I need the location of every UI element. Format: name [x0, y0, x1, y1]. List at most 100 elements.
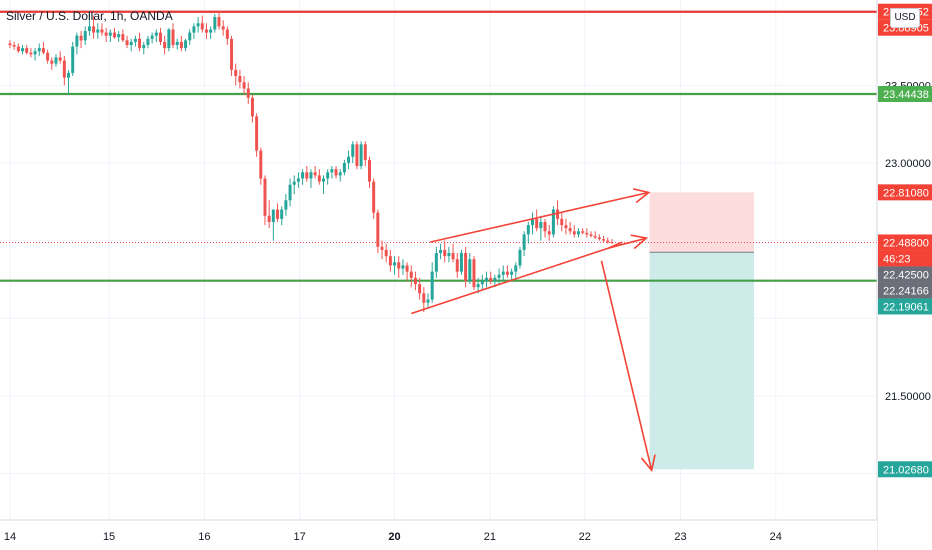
candle: [351, 141, 355, 163]
candle-body: [280, 209, 284, 219]
candle-body: [447, 253, 451, 257]
candle: [21, 45, 25, 55]
candle-body: [188, 32, 192, 41]
channel-upper-arrow[interactable]: [429, 191, 649, 243]
candle: [535, 209, 539, 232]
candle: [213, 13, 217, 33]
candle-body: [100, 29, 104, 33]
candle-body: [568, 228, 572, 232]
candle-body: [330, 169, 334, 173]
candle: [459, 249, 463, 275]
candle-body: [259, 150, 263, 179]
candle-body: [271, 209, 275, 222]
candle-body: [367, 159, 371, 182]
candle: [505, 265, 509, 278]
channel-lower-arrow-tip[interactable]: [607, 237, 647, 250]
candle-body: [146, 38, 150, 46]
x-tick-label: 15: [103, 531, 115, 543]
candle-body: [301, 172, 305, 179]
candle-body: [551, 209, 555, 235]
candle-body: [426, 299, 430, 303]
candle-body: [41, 48, 45, 53]
chart-title: Silver / U.S. Dollar, 1h, OANDA: [6, 9, 173, 23]
candle: [179, 35, 183, 52]
candle: [367, 156, 371, 188]
candle: [568, 221, 572, 235]
candle: [401, 259, 405, 275]
candle: [292, 175, 296, 195]
price-label-bg: [878, 86, 932, 103]
candle-body: [221, 26, 225, 30]
candle: [217, 10, 221, 30]
candle-body: [46, 52, 50, 61]
candle-body: [292, 181, 296, 185]
candle-body: [451, 253, 455, 260]
x-tick-label: 23: [674, 531, 686, 543]
candle-body: [204, 29, 208, 33]
time-axis[interactable]: [0, 520, 877, 550]
candle-body: [476, 284, 480, 288]
candle: [238, 69, 242, 89]
stop-loss-zone[interactable]: [649, 192, 755, 253]
candle: [154, 29, 158, 42]
x-tick-label: 24: [770, 531, 782, 543]
candle: [196, 17, 200, 33]
candle: [372, 178, 376, 219]
candle: [204, 23, 208, 39]
price-label-text: 21.02680: [883, 464, 929, 476]
price-label-bg: [878, 266, 932, 283]
price-label-text: 22.48800: [883, 237, 929, 249]
breakdown-arrow[interactable]: [600, 260, 653, 471]
candle-body: [505, 271, 509, 275]
candle: [581, 228, 585, 235]
candle-body: [443, 249, 447, 257]
candle: [330, 166, 334, 179]
candle-body: [405, 265, 409, 272]
candle: [29, 48, 33, 58]
price-label-badge: 21.02680: [878, 461, 932, 478]
candle: [150, 32, 154, 44]
candle-body: [413, 277, 417, 285]
candle: [355, 141, 359, 170]
price-label-badge: 46:23: [878, 250, 932, 267]
candle: [531, 212, 534, 235]
candle: [443, 240, 447, 263]
candle: [280, 206, 284, 226]
currency-button[interactable]: USD: [890, 8, 920, 28]
take-profit-zone[interactable]: [649, 252, 755, 470]
candle: [46, 49, 50, 64]
candle-body: [117, 34, 121, 38]
candle-body: [384, 249, 388, 257]
candle: [209, 26, 213, 39]
candle-body: [497, 274, 501, 278]
candle-body: [455, 259, 459, 272]
candle-body: [556, 209, 560, 219]
candle: [547, 225, 551, 241]
candle-body: [54, 57, 58, 64]
candle: [79, 31, 83, 49]
candle: [142, 41, 146, 55]
candle-body: [422, 293, 426, 303]
candle: [104, 27, 108, 42]
candle: [384, 243, 388, 263]
price-label-bg: [878, 184, 932, 201]
candle: [175, 38, 179, 50]
channel-lower-line[interactable]: [411, 247, 608, 315]
candle: [514, 262, 518, 278]
candle-body: [263, 178, 267, 216]
candle-body: [589, 234, 593, 236]
x-tick-label: 14: [4, 531, 16, 543]
price-label-text: 22.42500: [883, 269, 929, 281]
candle-body: [439, 249, 443, 254]
channel-lower-arrow-head: [630, 234, 649, 250]
candle: [468, 253, 472, 285]
candle: [305, 166, 309, 182]
candle: [41, 41, 45, 55]
candle-body: [480, 280, 484, 285]
candle-body: [12, 45, 16, 47]
candle-body: [409, 271, 413, 278]
candle-body: [459, 253, 463, 272]
candle-body: [380, 246, 384, 250]
